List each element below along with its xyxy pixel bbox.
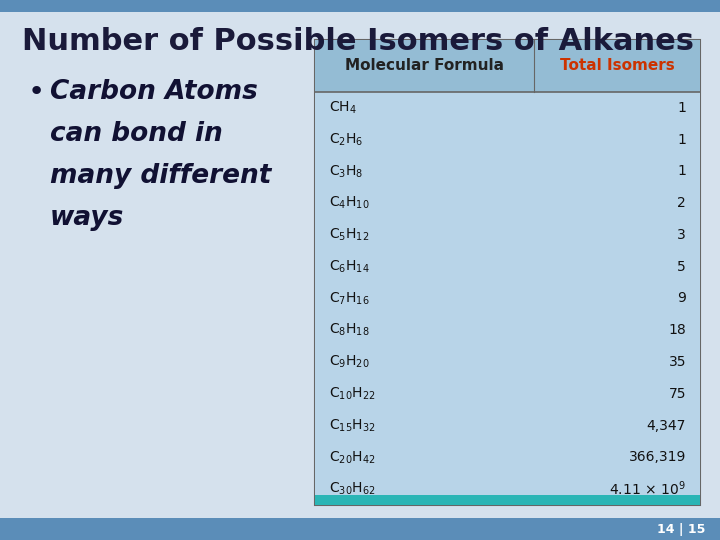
Bar [0, 0, 720, 12]
Text: C$_3$H$_8$: C$_3$H$_8$ [329, 163, 364, 180]
Text: many different: many different [50, 163, 271, 189]
Text: can bond in: can bond in [50, 121, 222, 147]
Text: C$_{15}$H$_{32}$: C$_{15}$H$_{32}$ [329, 417, 376, 434]
Text: C$_6$H$_{14}$: C$_6$H$_{14}$ [329, 259, 370, 275]
Text: ways: ways [50, 205, 125, 231]
Text: 4.11 × 10$^9$: 4.11 × 10$^9$ [609, 480, 686, 498]
Text: 1: 1 [677, 133, 686, 147]
Text: C$_{20}$H$_{42}$: C$_{20}$H$_{42}$ [329, 449, 376, 465]
Text: C$_8$H$_{18}$: C$_8$H$_{18}$ [329, 322, 369, 339]
Bar [315, 495, 700, 505]
Text: Total Isomers: Total Isomers [560, 58, 675, 73]
Text: 5: 5 [678, 260, 686, 274]
Text: 1: 1 [677, 101, 686, 115]
Text: 75: 75 [668, 387, 686, 401]
Bar [315, 40, 700, 92]
Text: 14 | 15: 14 | 15 [657, 523, 705, 536]
Text: 9: 9 [677, 292, 686, 306]
Text: C$_9$H$_{20}$: C$_9$H$_{20}$ [329, 354, 369, 370]
Bar [315, 40, 700, 505]
Text: 1: 1 [677, 164, 686, 178]
Text: 35: 35 [668, 355, 686, 369]
Text: 18: 18 [668, 323, 686, 338]
Text: C$_4$H$_{10}$: C$_4$H$_{10}$ [329, 195, 369, 211]
Text: 366,319: 366,319 [629, 450, 686, 464]
Text: 2: 2 [678, 196, 686, 210]
Text: CH$_4$: CH$_4$ [329, 100, 357, 116]
Bar [0, 518, 720, 540]
Text: C$_7$H$_{16}$: C$_7$H$_{16}$ [329, 291, 369, 307]
Text: C$_{10}$H$_{22}$: C$_{10}$H$_{22}$ [329, 386, 376, 402]
Text: 4,347: 4,347 [647, 418, 686, 433]
Text: C$_2$H$_6$: C$_2$H$_6$ [329, 131, 364, 148]
Text: Carbon Atoms: Carbon Atoms [50, 79, 258, 105]
Text: C$_5$H$_{12}$: C$_5$H$_{12}$ [329, 227, 369, 243]
Bar [315, 92, 700, 505]
Text: C$_{30}$H$_{62}$: C$_{30}$H$_{62}$ [329, 481, 376, 497]
Text: •: • [28, 78, 45, 106]
Text: Number of Possible Isomers of Alkanes: Number of Possible Isomers of Alkanes [22, 28, 694, 57]
Text: Molecular Formula: Molecular Formula [345, 58, 504, 73]
Text: 3: 3 [678, 228, 686, 242]
